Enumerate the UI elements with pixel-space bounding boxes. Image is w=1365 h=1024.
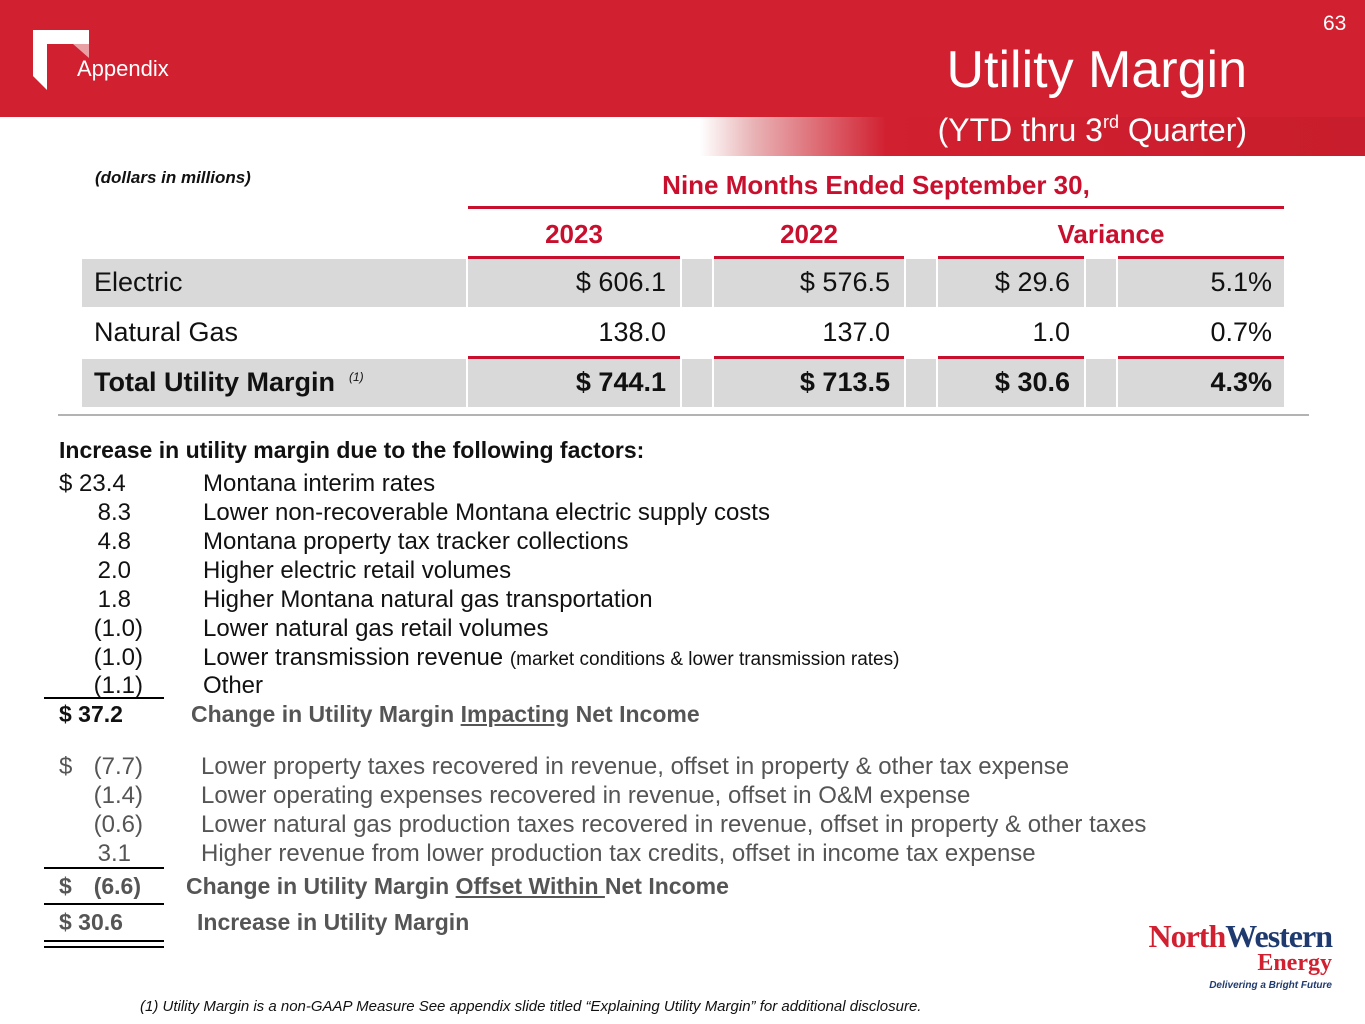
factor-amount: (1.1) xyxy=(93,672,143,699)
double-rule-bottom xyxy=(44,946,164,948)
factor-amount: 2.0 xyxy=(97,557,131,584)
cell-total-var: $ 30.6 xyxy=(994,367,1070,397)
factor-amount: $ 23.4 xyxy=(59,470,126,497)
grand-total-amount: $ 30.6 xyxy=(59,909,123,935)
factor-amount: (1.0) xyxy=(93,615,143,642)
row-bg-electric-label xyxy=(82,259,466,307)
page-title: Utility Margin xyxy=(946,41,1248,99)
offset-desc: Higher revenue from lower production tax… xyxy=(201,840,1036,867)
period-header: Nine Months Ended September 30, xyxy=(662,170,1090,200)
page-number: 63 xyxy=(1323,12,1347,35)
cell-gas-2023: 138.0 xyxy=(598,317,666,347)
cell-gas-pct: 0.7% xyxy=(1210,317,1272,347)
section-label: Appendix xyxy=(77,56,169,81)
row-bg-total-pct xyxy=(1118,359,1284,407)
total-rule-2023 xyxy=(468,356,680,359)
row-label-total: Total Utility Margin (1) xyxy=(94,367,364,397)
offset-desc: Lower operating expenses recovered in re… xyxy=(201,782,971,809)
row-bg-electric-gap3 xyxy=(1086,259,1116,307)
row-bg-total-gap3 xyxy=(1086,359,1116,407)
offset-amount: (0.6) xyxy=(93,811,143,838)
offset-desc: Lower property taxes recovered in revenu… xyxy=(201,753,1070,780)
total-rule-2022 xyxy=(714,356,904,359)
factors-heading: Increase in utility margin due to the fo… xyxy=(59,437,645,463)
factor-desc: Higher Montana natural gas transportatio… xyxy=(203,586,653,613)
impacting-total-label: Change in Utility Margin Impacting Net I… xyxy=(191,701,700,727)
col-rule-2022 xyxy=(714,256,904,259)
offset-desc: Lower natural gas production taxes recov… xyxy=(201,811,1147,838)
cell-electric-var: $ 29.6 xyxy=(994,267,1070,297)
row-bg-electric-gap1 xyxy=(682,259,712,307)
total-rule-var xyxy=(938,356,1084,359)
subtotal-rule xyxy=(44,867,164,869)
row-bg-electric-2023 xyxy=(468,259,680,307)
offset-amount: (1.4) xyxy=(93,782,143,809)
row-bg-total-gap1 xyxy=(682,359,712,407)
row-label-electric: Electric xyxy=(94,267,183,297)
header-banner xyxy=(0,0,1365,117)
offset-amount: 3.1 xyxy=(97,840,131,867)
factor-amount: 1.8 xyxy=(97,586,131,613)
col-rule-2023 xyxy=(468,256,680,259)
header-rule xyxy=(468,206,1284,209)
factor-desc: Montana property tax tracker collections xyxy=(203,528,629,555)
cell-total-2022: $ 713.5 xyxy=(799,367,890,397)
offset-total-label: Change in Utility Margin Offset Within N… xyxy=(186,873,729,899)
factor-amount: 4.8 xyxy=(97,528,131,555)
row-bg-total-gap2 xyxy=(906,359,936,407)
impacting-total-amount: $ 37.2 xyxy=(59,701,123,727)
units-note: (dollars in millions) xyxy=(95,168,251,187)
double-rule-top xyxy=(44,940,164,942)
col-header-2022: 2022 xyxy=(780,219,838,249)
row-bg-total-label xyxy=(82,359,466,407)
cell-gas-var: 1.0 xyxy=(1032,317,1070,347)
cell-gas-2022: 137.0 xyxy=(822,317,890,347)
subtotal-rule xyxy=(44,697,164,699)
col-header-2023: 2023 xyxy=(545,219,603,249)
row-bg-total-2022 xyxy=(714,359,904,407)
col-rule-pct xyxy=(1118,256,1284,259)
page-subtitle: (YTD thru 3rd Quarter) xyxy=(937,112,1247,148)
row-bg-electric-pct xyxy=(1118,259,1284,307)
factor-amount: (1.0) xyxy=(93,644,143,671)
factor-desc: Lower transmission revenue (market condi… xyxy=(203,644,900,671)
row-label-natural-gas: Natural Gas xyxy=(94,317,239,347)
cell-electric-2022: $ 576.5 xyxy=(799,267,890,297)
cell-electric-2023: $ 606.1 xyxy=(575,267,666,297)
factor-note: (market conditions & lower transmission … xyxy=(509,649,900,670)
cell-total-pct: 4.3% xyxy=(1210,367,1272,397)
header-banner-accent xyxy=(700,117,1365,156)
row-bg-electric-var xyxy=(938,259,1084,307)
cell-electric-pct: 5.1% xyxy=(1210,267,1272,297)
offset-total-prefix: $ xyxy=(59,873,72,899)
row-bg-total-var xyxy=(938,359,1084,407)
factor-amount: 8.3 xyxy=(97,499,131,526)
table-bottom-rule xyxy=(58,414,1309,416)
col-header-variance: Variance xyxy=(1057,219,1165,249)
total-rule-pct xyxy=(1118,356,1284,359)
corner-bracket-icon xyxy=(33,30,89,90)
row-bg-total-2023 xyxy=(468,359,680,407)
offset-amount-prefix: $ xyxy=(59,753,73,780)
factor-desc: Higher electric retail volumes xyxy=(203,557,512,584)
row-bg-electric-gap2 xyxy=(906,259,936,307)
factor-desc: Lower natural gas retail volumes xyxy=(203,615,549,642)
northwestern-energy-logo: NorthWestern Energy Delivering a Bright … xyxy=(1148,918,1333,991)
footnote: (1) Utility Margin is a non-GAAP Measure… xyxy=(140,998,922,1015)
row-bg-electric-2022 xyxy=(714,259,904,307)
factor-desc: Lower non-recoverable Montana electric s… xyxy=(203,499,770,526)
offset-amount: (7.7) xyxy=(93,753,143,780)
factor-desc: Montana interim rates xyxy=(203,470,436,497)
col-rule-var xyxy=(938,256,1084,259)
cell-total-2023: $ 744.1 xyxy=(575,367,666,397)
total-rule xyxy=(44,903,164,905)
factor-desc: Other xyxy=(203,672,264,699)
footnote-ref: (1) xyxy=(349,370,364,384)
offset-total-amount: (6.6) xyxy=(93,873,141,899)
grand-total-label: Increase in Utility Margin xyxy=(197,909,470,935)
